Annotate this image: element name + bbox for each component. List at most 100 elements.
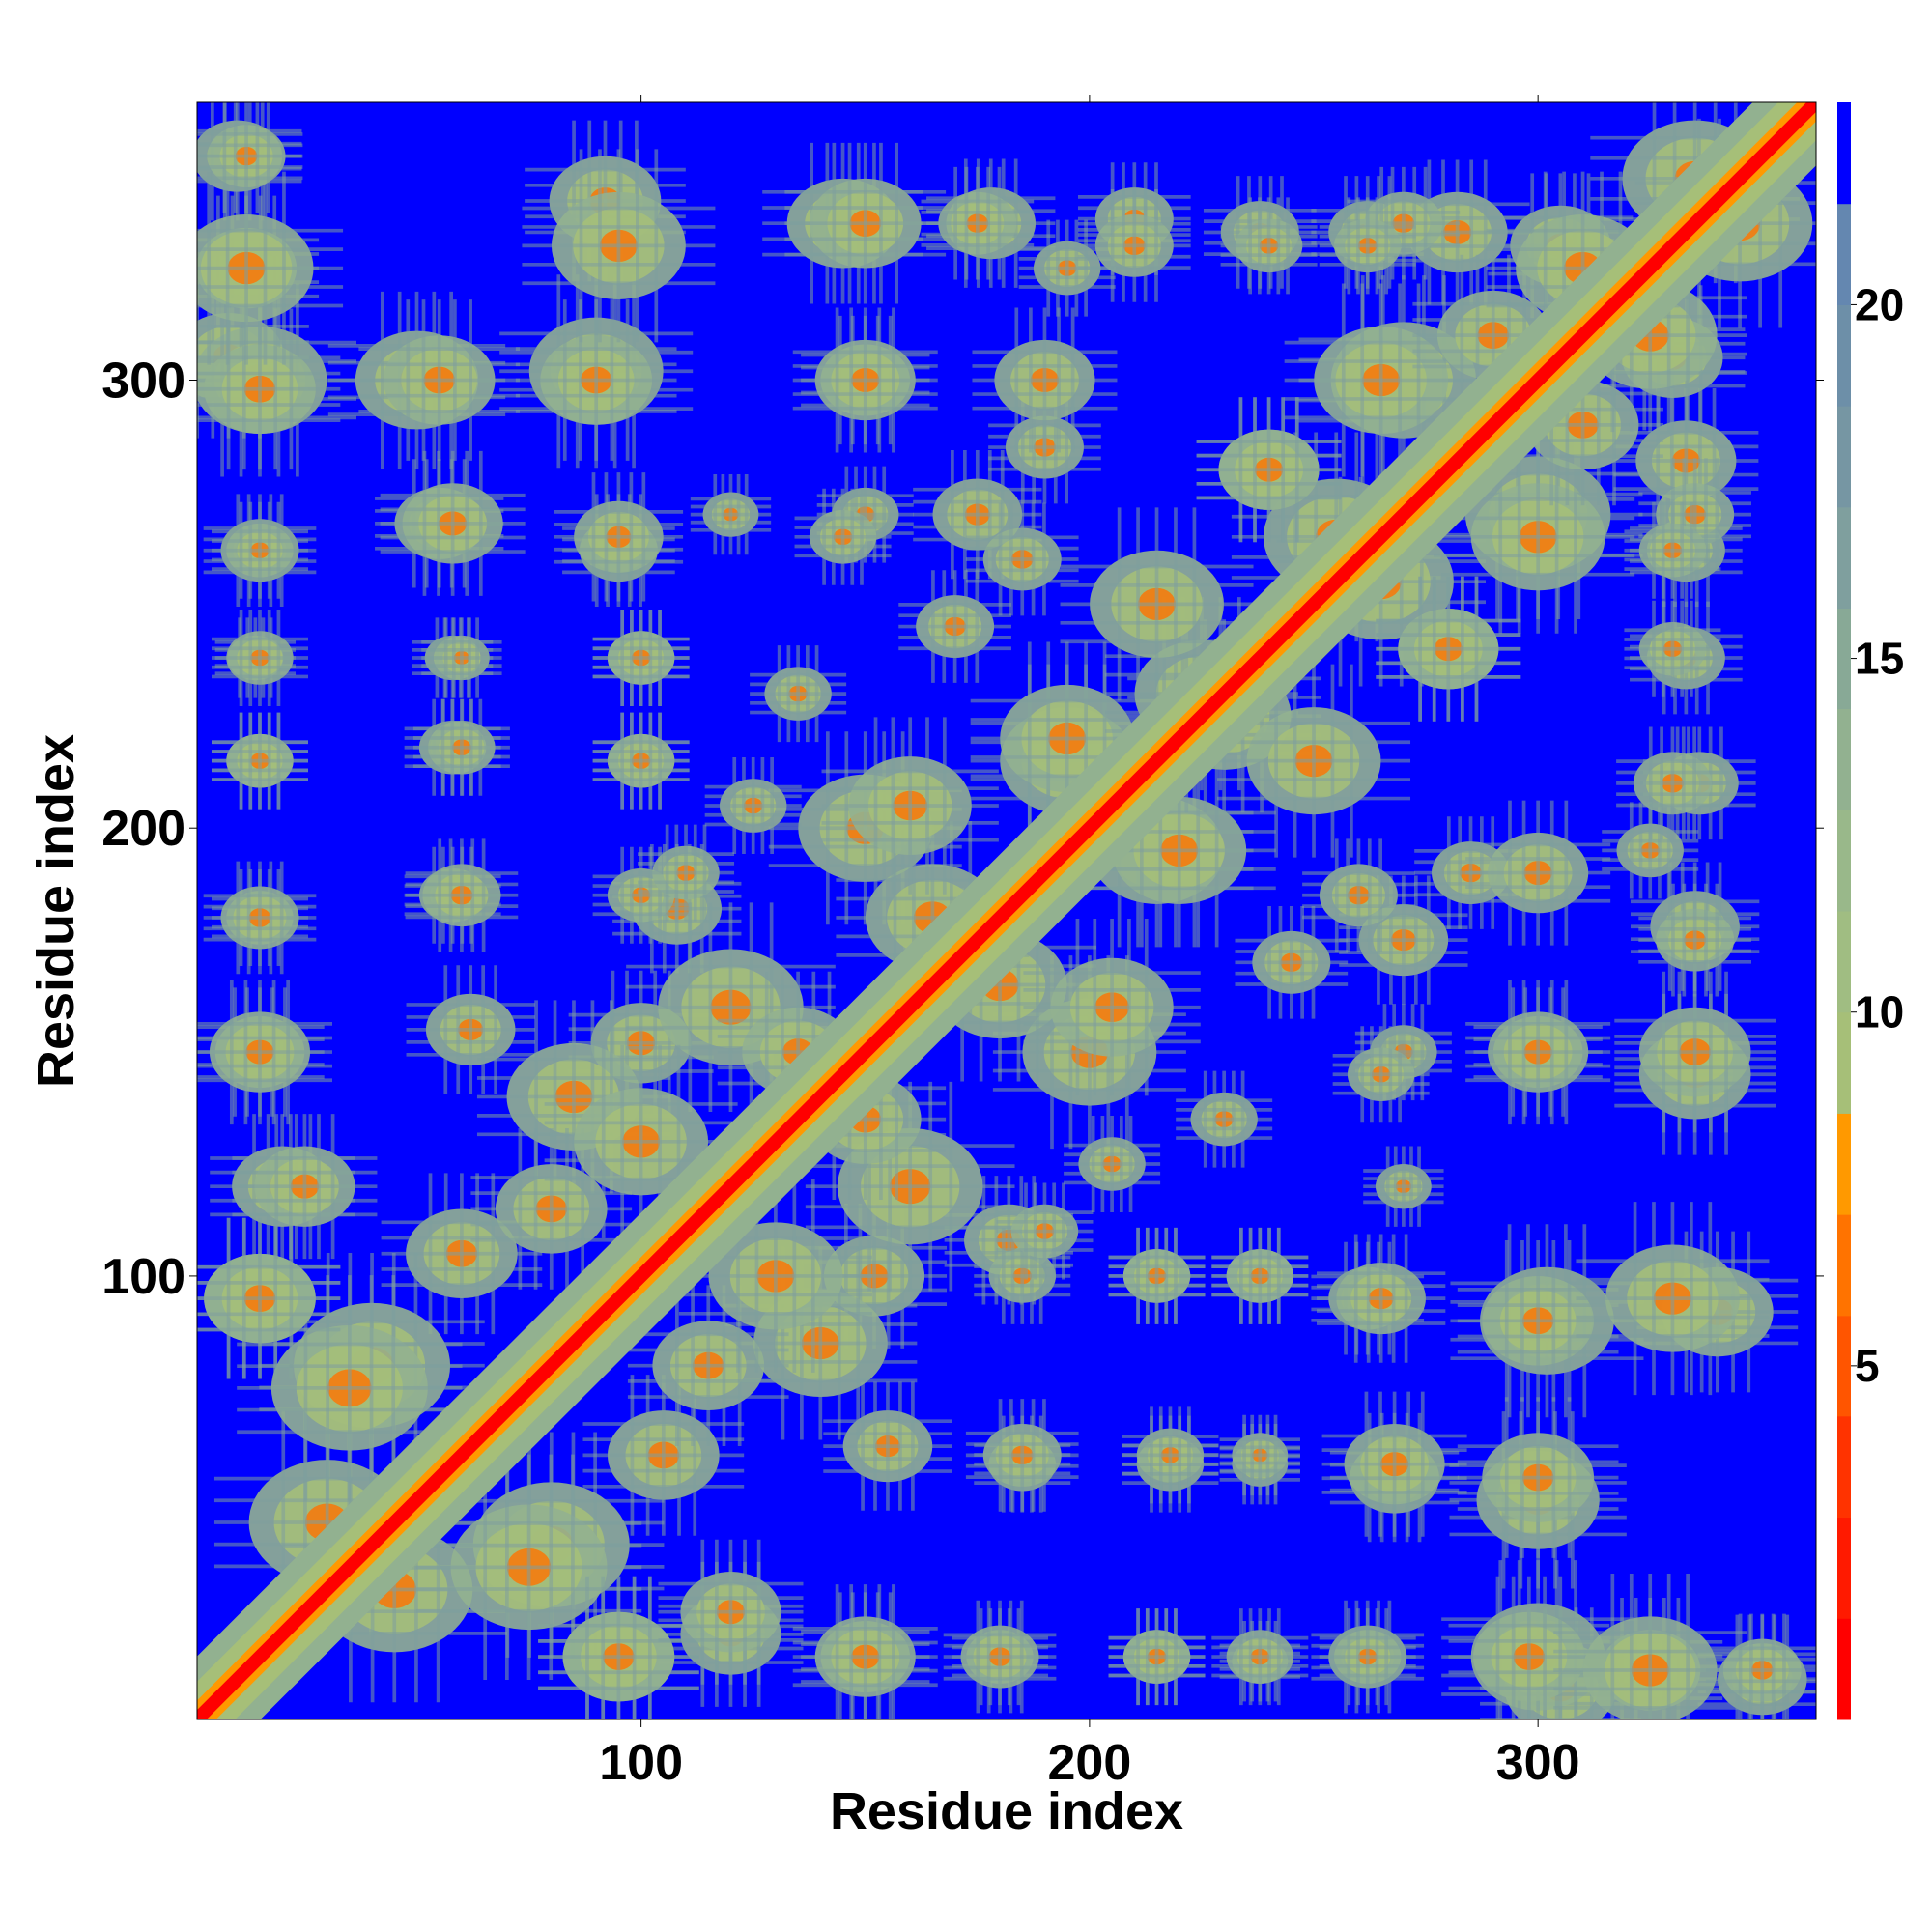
plot-frame bbox=[196, 101, 1817, 1720]
contact-cluster bbox=[538, 1576, 699, 1719]
contact-cluster bbox=[792, 1584, 938, 1719]
contact-cluster bbox=[412, 698, 510, 796]
colorbar-level bbox=[1837, 1517, 1851, 1619]
contact-cluster bbox=[1616, 726, 1729, 840]
colorbar-ticks: 5 10 15 20 bbox=[1851, 279, 1904, 1391]
colorbar-level bbox=[1837, 1618, 1851, 1720]
colorbar-level bbox=[1837, 406, 1851, 508]
contact-cluster bbox=[996, 1182, 1094, 1280]
contact-cluster bbox=[921, 166, 1035, 280]
colorbar-level bbox=[1837, 1415, 1851, 1519]
contact-cluster bbox=[1211, 1227, 1309, 1324]
contact-cluster bbox=[1108, 1608, 1206, 1706]
contact-cluster bbox=[1219, 1414, 1300, 1496]
colorbar-level bbox=[1837, 506, 1851, 610]
contact-cluster bbox=[358, 299, 521, 461]
contact-cluster bbox=[406, 965, 535, 1094]
contact-cluster bbox=[1319, 197, 1416, 295]
contact-cluster bbox=[1363, 1146, 1444, 1227]
contact-cluster bbox=[197, 980, 333, 1125]
x-tick-label: 200 bbox=[1048, 1735, 1132, 1791]
contact-cluster bbox=[203, 861, 317, 975]
contact-cluster bbox=[415, 1454, 642, 1681]
contact-cluster bbox=[1321, 1391, 1467, 1537]
contact-cluster bbox=[197, 102, 303, 213]
contact-cluster bbox=[784, 142, 947, 304]
contact-cluster bbox=[794, 488, 892, 585]
contact-cluster bbox=[1235, 905, 1349, 1019]
colorbar-level bbox=[1837, 1214, 1851, 1317]
colorbar-level bbox=[1837, 203, 1851, 305]
contact-cluster bbox=[470, 1128, 633, 1290]
colorbar-level bbox=[1837, 1113, 1851, 1215]
contact-cluster bbox=[658, 1539, 804, 1685]
contact-cluster bbox=[211, 610, 308, 707]
contact-cluster bbox=[1176, 1070, 1273, 1168]
contact-cluster bbox=[1108, 1227, 1206, 1324]
colorbar-tick-label: 20 bbox=[1855, 279, 1904, 329]
contact-cluster bbox=[592, 846, 690, 944]
colorbar-level bbox=[1837, 708, 1851, 810]
contact-cluster bbox=[704, 757, 802, 855]
contact-cluster bbox=[1465, 800, 1611, 946]
contact-cluster bbox=[554, 472, 684, 602]
contact-cluster bbox=[544, 1044, 738, 1238]
contact-cluster bbox=[405, 838, 519, 952]
contact-cluster bbox=[1284, 283, 1478, 477]
contact-cluster bbox=[380, 450, 526, 596]
colorbar-level bbox=[1837, 810, 1851, 912]
contact-cluster bbox=[1023, 919, 1201, 1096]
colorbar-level bbox=[1837, 102, 1851, 205]
contact-cluster bbox=[1319, 1608, 1416, 1706]
colorbar-level bbox=[1837, 1011, 1851, 1114]
contact-cluster bbox=[1196, 397, 1342, 543]
contact-cluster bbox=[1302, 838, 1415, 952]
contact-cluster bbox=[974, 1227, 1071, 1324]
contact-cluster bbox=[750, 645, 847, 743]
contact-cluster bbox=[823, 1381, 952, 1511]
contact-cluster bbox=[1602, 802, 1699, 899]
contact-cluster bbox=[592, 712, 690, 810]
contact-cluster bbox=[1316, 1234, 1446, 1363]
y-tick-label: 300 bbox=[101, 354, 185, 410]
contact-cluster bbox=[898, 570, 1011, 683]
contact-cluster bbox=[943, 1600, 1057, 1714]
contact-cluster bbox=[1064, 1115, 1161, 1212]
contact-cluster bbox=[638, 824, 735, 922]
colorbar bbox=[1837, 102, 1851, 1720]
contact-cluster bbox=[678, 1179, 872, 1373]
contact-cluster bbox=[1448, 1576, 1610, 1719]
colorbar-level bbox=[1837, 304, 1851, 407]
contact-cluster bbox=[1576, 1202, 1770, 1396]
contact-cluster bbox=[592, 610, 690, 707]
contact-cluster bbox=[522, 149, 716, 343]
contact-cluster bbox=[965, 1399, 1079, 1512]
contact-cluster bbox=[1457, 1397, 1619, 1558]
colorbar-level bbox=[1837, 911, 1851, 1013]
y-tick-label: 200 bbox=[101, 801, 185, 857]
contact-cluster bbox=[197, 1217, 341, 1379]
contact-cluster bbox=[515, 299, 677, 461]
contact-cluster bbox=[197, 308, 341, 470]
contact-cluster bbox=[1060, 507, 1254, 701]
heatmap-area bbox=[197, 102, 1816, 1719]
contact-cluster bbox=[1122, 1406, 1219, 1504]
colorbar-tick-label: 15 bbox=[1855, 634, 1904, 684]
diagonal-band bbox=[197, 102, 1816, 1719]
contact-cluster bbox=[1638, 883, 1751, 997]
x-axis-title: Residue index bbox=[830, 1782, 1183, 1840]
y-tick-label: 100 bbox=[101, 1249, 185, 1305]
contact-cluster bbox=[1624, 600, 1721, 697]
contact-cluster bbox=[1624, 501, 1721, 599]
colorbar-level bbox=[1837, 608, 1851, 710]
x-tick-label: 100 bbox=[599, 1735, 683, 1791]
contact-cluster bbox=[211, 501, 308, 599]
x-tick-label: 300 bbox=[1496, 1735, 1580, 1791]
contact-cluster bbox=[965, 502, 1079, 616]
colorbar-level bbox=[1837, 1315, 1851, 1417]
contact-cluster bbox=[1553, 1573, 1747, 1719]
contact-cluster bbox=[1211, 1608, 1309, 1706]
y-axis: 100 200 300 bbox=[101, 354, 1824, 1305]
contact-cluster bbox=[1465, 980, 1611, 1125]
